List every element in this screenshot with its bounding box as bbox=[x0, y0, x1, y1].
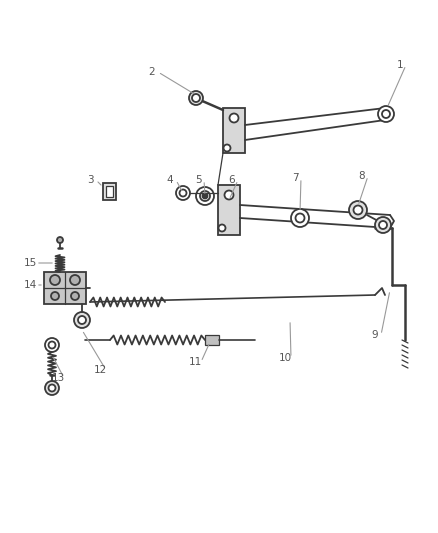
Circle shape bbox=[378, 106, 394, 122]
Text: 8: 8 bbox=[359, 171, 365, 181]
Bar bbox=[205, 335, 219, 345]
Text: 9: 9 bbox=[372, 330, 378, 340]
Circle shape bbox=[45, 338, 59, 352]
Circle shape bbox=[219, 224, 226, 231]
Bar bbox=[44, 272, 86, 304]
Bar bbox=[106, 186, 113, 197]
Circle shape bbox=[49, 384, 56, 392]
Circle shape bbox=[74, 312, 90, 328]
Circle shape bbox=[349, 201, 367, 219]
Text: 3: 3 bbox=[87, 175, 93, 185]
Circle shape bbox=[78, 316, 86, 324]
Bar bbox=[103, 183, 116, 200]
Text: 14: 14 bbox=[23, 280, 37, 290]
Circle shape bbox=[70, 275, 80, 285]
Circle shape bbox=[71, 292, 79, 300]
Bar bbox=[218, 185, 240, 235]
Circle shape bbox=[223, 144, 230, 151]
Text: 2: 2 bbox=[148, 67, 155, 77]
Circle shape bbox=[382, 110, 390, 118]
Text: 13: 13 bbox=[51, 373, 65, 383]
Circle shape bbox=[225, 190, 233, 199]
Circle shape bbox=[50, 275, 60, 285]
Text: 12: 12 bbox=[93, 365, 106, 375]
Circle shape bbox=[353, 206, 363, 214]
Circle shape bbox=[49, 342, 56, 349]
Circle shape bbox=[196, 187, 214, 205]
Circle shape bbox=[375, 217, 391, 233]
Text: 10: 10 bbox=[279, 353, 292, 363]
Text: 4: 4 bbox=[167, 175, 173, 185]
Circle shape bbox=[51, 292, 59, 300]
Circle shape bbox=[189, 91, 203, 105]
Circle shape bbox=[230, 114, 239, 123]
Circle shape bbox=[202, 193, 208, 198]
Text: 11: 11 bbox=[188, 357, 201, 367]
Circle shape bbox=[176, 186, 190, 200]
Circle shape bbox=[45, 381, 59, 395]
Text: 5: 5 bbox=[194, 175, 201, 185]
Circle shape bbox=[291, 209, 309, 227]
Text: 15: 15 bbox=[23, 258, 37, 268]
Circle shape bbox=[57, 237, 63, 243]
Circle shape bbox=[379, 221, 387, 229]
Text: 6: 6 bbox=[229, 175, 235, 185]
Text: 7: 7 bbox=[292, 173, 298, 183]
Circle shape bbox=[180, 190, 187, 197]
Circle shape bbox=[200, 191, 210, 201]
Circle shape bbox=[192, 94, 200, 102]
Text: 1: 1 bbox=[397, 60, 403, 70]
Bar bbox=[223, 108, 245, 153]
Circle shape bbox=[296, 214, 304, 222]
